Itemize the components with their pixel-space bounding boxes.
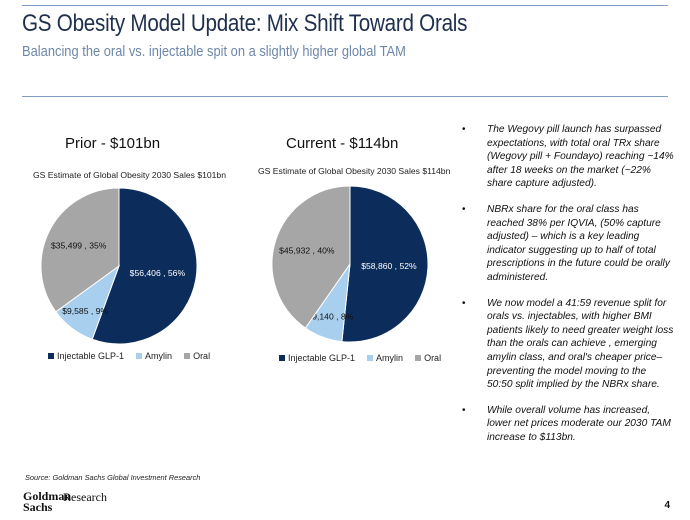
logo-line-1: Goldman	[23, 489, 72, 503]
data-label-amylin: $9,585 , 9%	[62, 306, 108, 316]
legend-label: Amylin	[145, 351, 173, 361]
legend-swatch	[136, 353, 143, 359]
source-note: Source: Goldman Sachs Global Investment …	[25, 473, 201, 482]
current-chart-title: Current - $114bn	[286, 135, 399, 152]
prior-pie-chart: $56,406 , 56% $9,585 , 9% $35,499 , 35%	[40, 187, 198, 345]
legend-item-oral: Oral	[415, 353, 441, 363]
page-subtitle: Balancing the oral vs. injectable spit o…	[22, 43, 406, 60]
legend-label: Injectable GLP-1	[288, 353, 356, 363]
data-label-oral: $45,932 , 40%	[279, 245, 335, 255]
legend-label: Oral	[424, 353, 442, 363]
data-label-oral: $35,499 , 35%	[51, 240, 107, 250]
data-label-injectable-glp1: $58,860 , 52%	[361, 261, 417, 271]
legend-label: Oral	[193, 351, 211, 361]
pie-slice-injectable-glp1	[341, 185, 429, 343]
bullet-item: We now model a 41:59 revenue split for o…	[462, 297, 674, 392]
legend-item-amylin: Amylin	[136, 351, 172, 361]
page-number: 4	[664, 500, 670, 511]
current-chart-legend: Injectable GLP-1 Amylin Oral	[279, 353, 441, 363]
current-pie-chart: $58,860 , 52% $9,140 , 8% $45,932 , 40%	[271, 185, 429, 343]
logo-line-2: Sachs	[23, 500, 53, 514]
legend-swatch	[48, 353, 54, 359]
header-divider	[22, 96, 668, 97]
bullet-item: While overall volume has increased, lowe…	[462, 404, 674, 445]
logo-research-label: Research	[63, 490, 107, 504]
legend-item-oral: Oral	[184, 351, 210, 361]
current-chart-subtitle: GS Estimate of Global Obesity 2030 Sales…	[258, 166, 451, 176]
legend-swatch	[279, 355, 285, 361]
legend-swatch	[184, 353, 191, 359]
goldman-sachs-logo: Goldman Sachs	[23, 489, 72, 514]
commentary-bullets: The Wegovy pill launch has surpassed exp…	[462, 123, 674, 456]
legend-item-amylin: Amylin	[367, 353, 403, 363]
legend-item-injectable-glp1: Injectable GLP-1	[279, 353, 355, 363]
prior-chart-subtitle: GS Estimate of Global Obesity 2030 Sales…	[33, 170, 226, 180]
bullet-item: The Wegovy pill launch has surpassed exp…	[462, 123, 674, 191]
prior-chart-legend: Injectable GLP-1 Amylin Oral	[48, 351, 210, 361]
legend-item-injectable-glp1: Injectable GLP-1	[48, 351, 124, 361]
pie-slice-oral	[40, 187, 120, 313]
bullet-item: NBRx share for the oral class has reache…	[462, 203, 674, 285]
data-label-amylin: $9,140 , 8%	[307, 312, 353, 322]
data-label-injectable-glp1: $56,406 , 56%	[130, 268, 186, 278]
legend-swatch	[367, 355, 374, 361]
legend-label: Amylin	[376, 353, 404, 363]
prior-chart-title: Prior - $101bn	[65, 135, 161, 152]
legend-label: Injectable GLP-1	[57, 351, 125, 361]
legend-swatch	[415, 355, 422, 361]
pie-slice-oral	[271, 185, 351, 329]
pie-slice-injectable-glp1	[91, 187, 198, 345]
page-title: GS Obesity Model Update: Mix Shift Towar…	[22, 10, 468, 37]
top-rule	[22, 5, 668, 6]
